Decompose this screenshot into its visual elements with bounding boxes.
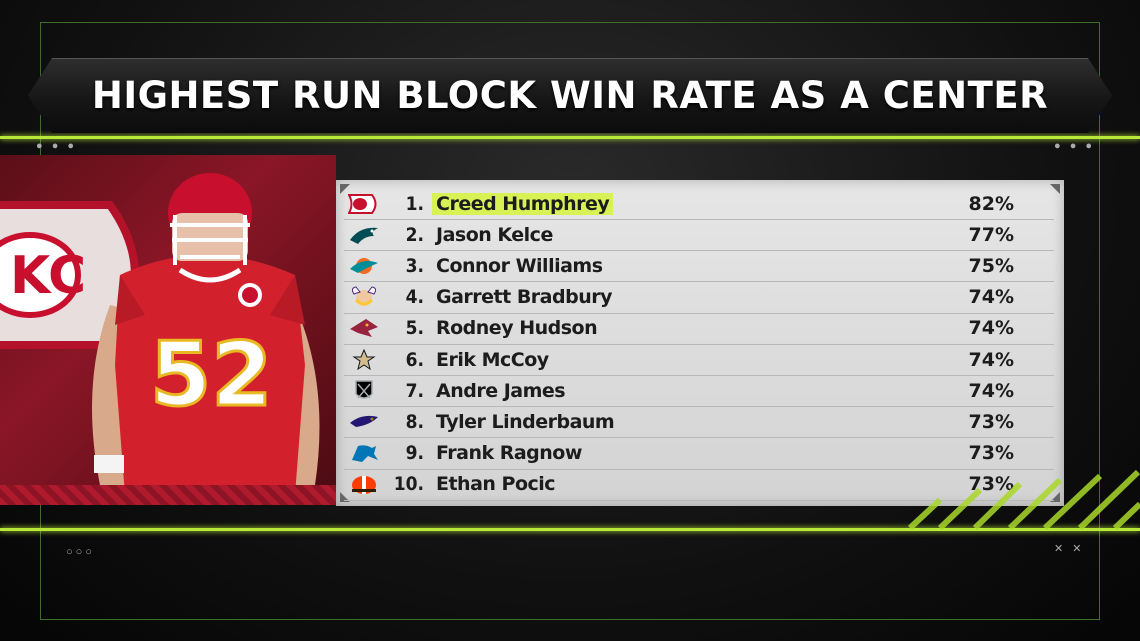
page-title: HIGHEST RUN BLOCK WIN RATE AS A CENTER	[91, 73, 1049, 117]
corner-ornament	[1050, 492, 1060, 502]
win-rate: 74%	[968, 379, 1014, 402]
title-plate	[28, 58, 1112, 133]
jersey-number: 52	[150, 323, 272, 426]
browns-logo-icon	[346, 471, 382, 497]
bottom-accent-bar	[0, 528, 1140, 531]
win-rate: 73%	[968, 410, 1014, 433]
win-rate: 73%	[968, 473, 1014, 496]
table-row: 7. Andre James 74%	[344, 375, 1054, 408]
ravens-logo-icon	[346, 409, 382, 435]
table-row: 9. Frank Ragnow 73%	[344, 438, 1054, 470]
win-rate: 74%	[968, 348, 1014, 371]
corner-ornament	[340, 184, 350, 194]
corner-ornament	[340, 492, 350, 502]
table-row: 6. Erik McCoy 74%	[344, 344, 1054, 376]
chiefs-arrowhead-logo: KC	[0, 201, 139, 349]
player-name: Jason Kelce	[436, 223, 553, 246]
top-accent-bar	[0, 136, 1140, 139]
player-name: Connor Williams	[436, 254, 603, 277]
cardinals-logo-icon	[346, 315, 382, 341]
win-rate: 73%	[968, 442, 1014, 465]
rankings-table: 1. Creed Humphrey 82% 2. Jason Kelce 77% 3. Con…	[336, 180, 1064, 506]
decorative-dots-bottom: ○○○	[66, 546, 95, 558]
decorative-stripes	[907, 470, 1140, 530]
table-row: 1. Creed Humphrey 82%	[344, 188, 1054, 220]
svg-text:KC: KC	[10, 246, 86, 306]
decorative-dots-right: ● ● ●	[1054, 140, 1096, 152]
table-row: 3. Connor Williams 75%	[344, 250, 1054, 283]
player-photo: 52	[92, 173, 320, 495]
saints-logo-icon	[346, 347, 382, 373]
eagles-logo-icon	[346, 222, 382, 248]
player-name: Creed Humphrey	[432, 192, 614, 215]
player-name: Andre James	[436, 379, 566, 402]
lions-logo-icon	[346, 440, 382, 466]
player-name: Garrett Bradbury	[436, 286, 612, 309]
rank-label: 10.	[393, 473, 424, 496]
rank-label: 5.	[405, 317, 424, 340]
table-row: 2. Jason Kelce 77%	[344, 219, 1054, 252]
table-row: 4. Garrett Bradbury 74%	[344, 282, 1054, 314]
rank-label: 3.	[405, 254, 424, 277]
corner-ornament	[1050, 184, 1060, 194]
player-name: Erik McCoy	[436, 348, 549, 371]
rank-label: 8.	[405, 410, 424, 433]
player-name: Rodney Hudson	[436, 317, 598, 340]
win-rate: 77%	[968, 223, 1014, 246]
dolphins-logo-icon	[346, 253, 382, 279]
win-rate: 74%	[968, 317, 1014, 340]
panel-bottom-strip	[0, 485, 336, 505]
player-name: Frank Ragnow	[436, 442, 582, 465]
raiders-logo-icon	[346, 378, 382, 404]
rank-label: 7.	[405, 379, 424, 402]
win-rate: 74%	[968, 286, 1014, 309]
table-row: 5. Rodney Hudson 74%	[344, 313, 1054, 345]
rank-label: 2.	[405, 223, 424, 246]
rank-label: 1.	[405, 192, 424, 215]
rank-label: 6.	[405, 348, 424, 371]
rank-label: 9.	[405, 442, 424, 465]
chiefs-logo-icon	[346, 191, 382, 217]
decorative-x-marks: ✕ ✕	[1054, 543, 1085, 555]
table-row: 10. Ethan Pocic 73%	[344, 469, 1054, 501]
table-row: 8. Tyler Linderbaum 73%	[344, 406, 1054, 439]
win-rate: 75%	[968, 254, 1014, 277]
win-rate: 82%	[968, 192, 1014, 215]
decorative-dots-left: ● ● ●	[36, 140, 78, 152]
player-panel: KC 52	[0, 155, 336, 505]
vikings-logo-icon	[346, 284, 382, 310]
player-name: Tyler Linderbaum	[436, 410, 615, 433]
rank-label: 4.	[405, 286, 424, 309]
player-name: Ethan Pocic	[436, 473, 556, 496]
